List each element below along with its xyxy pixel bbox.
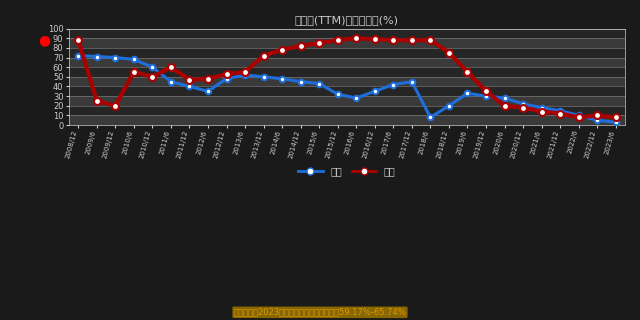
Text: ●: ● — [38, 33, 50, 47]
Legend: 市盈, 市净: 市盈, 市净 — [294, 162, 399, 180]
Bar — [69, 77, 625, 86]
Bar — [69, 38, 625, 48]
Bar — [69, 48, 625, 58]
Bar — [69, 67, 625, 77]
Bar — [69, 86, 625, 96]
Title: 市销率(TTM)周期走势图(%): 市销率(TTM)周期走势图(%) — [295, 15, 399, 25]
Bar — [69, 106, 625, 116]
Bar — [69, 96, 625, 106]
Bar — [69, 28, 625, 38]
Text: 醋化股份：2023年上半年净利预计同比下降59.17%-65.74%: 醋化股份：2023年上半年净利预计同比下降59.17%-65.74% — [234, 308, 406, 317]
Bar — [69, 58, 625, 67]
Bar — [69, 116, 625, 125]
